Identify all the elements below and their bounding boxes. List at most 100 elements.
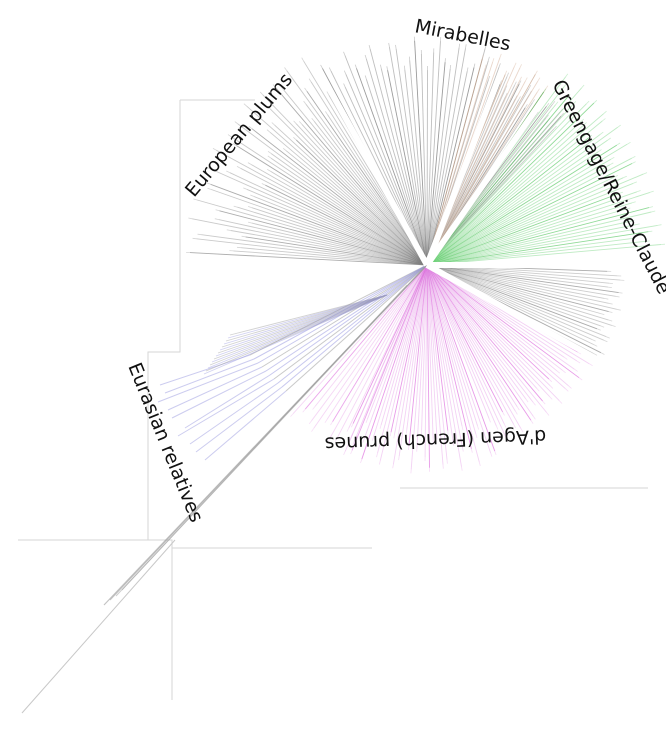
branch-tip <box>622 175 627 179</box>
tree-branch <box>426 102 595 266</box>
branch-tip <box>603 339 608 343</box>
branch-tip <box>615 295 620 298</box>
branch-tip <box>293 137 297 141</box>
tree-branch <box>426 62 446 266</box>
branch-tip <box>586 100 590 105</box>
branch-tip <box>379 460 381 465</box>
branch-tip <box>266 168 271 172</box>
branch-tip <box>618 191 624 194</box>
tree-branch <box>251 164 428 266</box>
branch-tip <box>334 437 338 442</box>
branch-tip <box>247 162 252 165</box>
tree-branch <box>404 69 428 266</box>
tree-branch <box>295 139 428 266</box>
branch-tip <box>519 64 522 69</box>
tree-branch <box>426 163 633 266</box>
tree-branch <box>426 115 569 266</box>
tree-branch <box>426 176 615 266</box>
branch-tip <box>164 358 255 394</box>
branch-tip <box>506 72 509 77</box>
tree-branch <box>219 294 388 351</box>
branch-tip <box>188 217 193 220</box>
branch-tip <box>514 95 518 100</box>
tree-branch <box>201 234 428 266</box>
tree-branch <box>351 264 428 451</box>
tree-branch <box>314 264 428 407</box>
tree-branch <box>251 222 428 266</box>
branch-tip <box>301 57 305 62</box>
tree-branch <box>426 264 550 397</box>
tree-branch <box>426 264 463 448</box>
tree-branch <box>245 236 428 266</box>
tree-branch <box>229 294 388 336</box>
branch-tip <box>475 433 478 439</box>
branch-tip <box>498 63 501 68</box>
tree-branch <box>426 151 599 266</box>
tree-branch <box>251 128 428 266</box>
branch-tip <box>542 400 546 405</box>
branch-tip <box>376 453 378 458</box>
tree-branch <box>261 264 428 368</box>
branch-tip <box>532 99 535 103</box>
branch-tip <box>505 437 509 442</box>
tree-branch <box>426 120 603 266</box>
tree-branch <box>369 48 428 266</box>
branch-tip <box>545 114 549 119</box>
tree-branch <box>426 264 601 327</box>
branch-tip <box>461 426 464 431</box>
branch-tip <box>171 370 267 419</box>
tree-branch <box>209 168 428 266</box>
tree-branch <box>219 210 428 266</box>
tree-branch <box>426 173 644 266</box>
tree-branch <box>426 264 463 427</box>
tree-branch <box>426 264 557 372</box>
tree-branch <box>345 74 428 266</box>
clade-gap <box>425 262 613 370</box>
branch-tip <box>513 424 516 429</box>
branch-tip <box>177 378 275 437</box>
branch-tip <box>226 229 231 231</box>
tree-branch <box>426 80 526 266</box>
branch-tip <box>631 161 636 164</box>
branch-tip <box>398 456 400 461</box>
tree-branch <box>426 264 478 426</box>
tree-branch <box>285 264 428 392</box>
branch-tip <box>616 142 621 146</box>
tree-branch <box>273 264 428 380</box>
tree-branch <box>426 208 627 266</box>
branch-tip <box>518 96 521 101</box>
tree-branch <box>426 264 560 401</box>
branch-tip <box>608 302 613 305</box>
tree-branch <box>215 294 388 357</box>
tree-branch <box>426 264 472 449</box>
tree-branch <box>211 294 388 363</box>
branch-tip <box>516 406 520 411</box>
tree-branch <box>336 264 428 439</box>
tree-branch <box>426 264 444 465</box>
tree-branch <box>196 238 428 266</box>
branch-tip <box>184 374 271 429</box>
tree-branch <box>426 238 631 266</box>
tree-branch <box>424 264 428 458</box>
branch-tip <box>241 235 246 238</box>
branch-tip <box>320 64 323 69</box>
tree-branch <box>426 264 496 452</box>
tree-branch <box>426 264 616 297</box>
tree-branch <box>426 48 466 266</box>
tree-branch <box>207 294 388 369</box>
tree-branch <box>205 294 388 372</box>
branch-tip <box>597 149 602 153</box>
branch-tip <box>326 91 330 96</box>
branch-tip <box>352 440 355 445</box>
branch-tip <box>567 93 571 98</box>
branch-tip <box>458 43 461 48</box>
tree-branch <box>377 264 428 454</box>
branch-tip <box>492 58 495 63</box>
branch-tip <box>465 44 467 49</box>
branch-tip <box>555 101 559 106</box>
background-frame-lines <box>18 99 648 714</box>
branch-tip <box>484 64 487 69</box>
branch-tip <box>588 134 593 139</box>
branch-tip <box>167 366 263 411</box>
tree-branch <box>277 264 428 384</box>
